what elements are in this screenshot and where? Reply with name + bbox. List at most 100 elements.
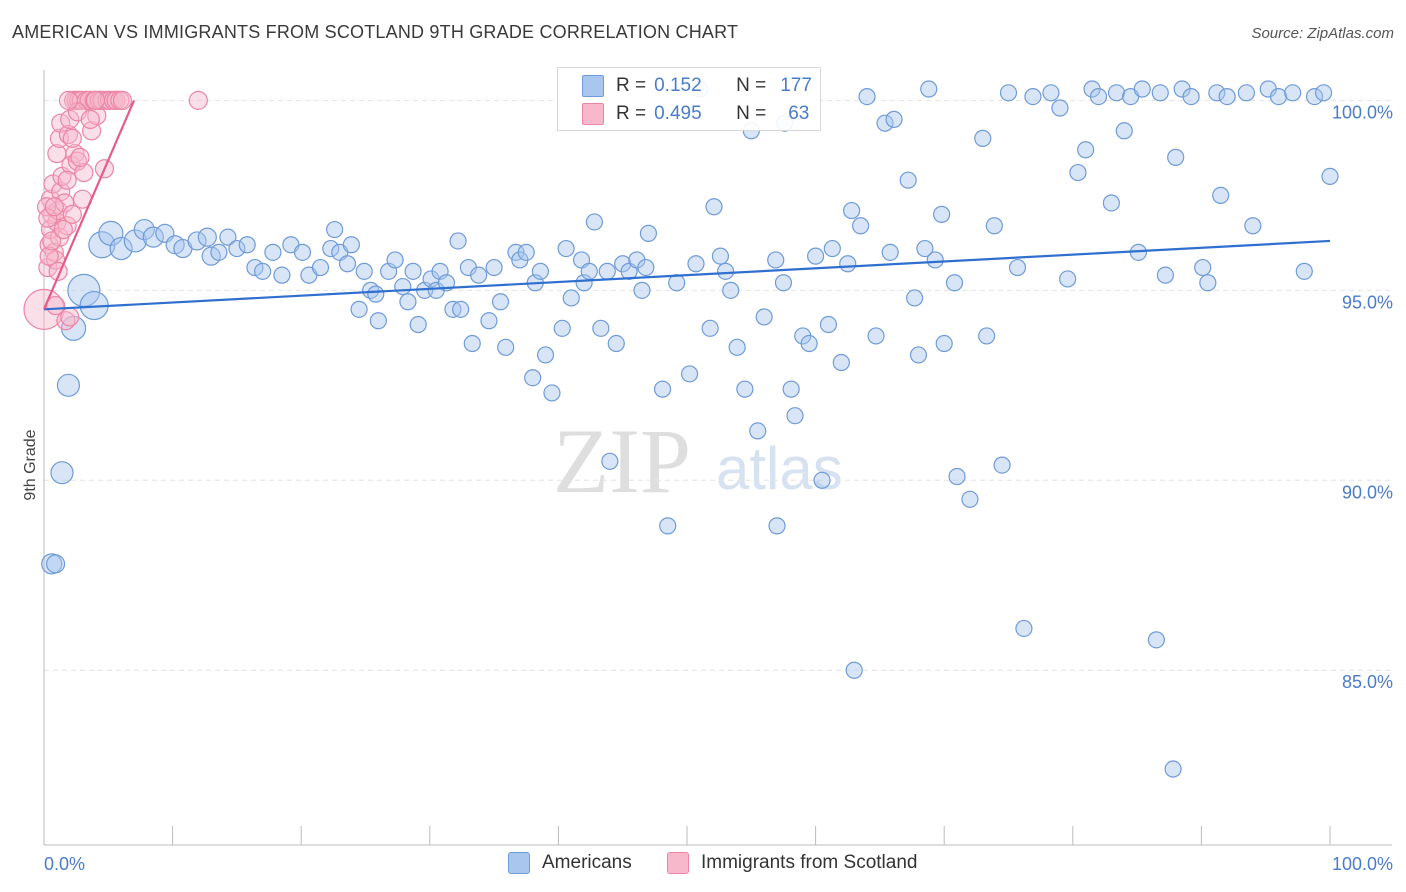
american-point: [1133, 80, 1151, 98]
american-point: [601, 452, 619, 470]
scotland-point: [70, 147, 90, 167]
x-tick-label: 100.0%: [1332, 854, 1393, 874]
american-point: [1015, 619, 1033, 638]
american-point: [722, 281, 740, 299]
american-point: [1051, 99, 1069, 117]
american-point: [1244, 217, 1262, 235]
american-point: [394, 277, 412, 296]
americans-r-label: R =: [616, 75, 647, 96]
scotland-point: [60, 109, 80, 129]
scotland-point: [57, 216, 77, 236]
american-point: [480, 312, 498, 330]
scotland-r-label: R =: [616, 103, 647, 124]
american-point: [867, 327, 885, 345]
scotland-r-value: 0.495: [654, 103, 702, 124]
american-point: [1295, 262, 1313, 280]
american-point: [45, 554, 66, 574]
americans-n-value: 177: [780, 75, 812, 96]
american-point: [705, 198, 723, 216]
american-point: [1102, 194, 1120, 212]
american-point: [1024, 87, 1042, 106]
american-point: [680, 365, 699, 383]
american-point: [767, 251, 785, 269]
american-point: [1115, 122, 1133, 140]
watermark-atlas: atlas: [716, 435, 843, 502]
american-point: [736, 380, 754, 398]
american-point: [1321, 167, 1339, 185]
american-point: [800, 334, 818, 353]
american-point: [109, 236, 133, 261]
legend-row-scotland: R = 0.495 N = 63: [582, 100, 809, 128]
american-point: [668, 274, 686, 292]
scotland-point: [58, 90, 79, 110]
american-point: [452, 300, 470, 318]
scotland-point: [54, 193, 75, 213]
american-point: [1164, 760, 1182, 778]
scotland-legend-swatch: [667, 852, 689, 874]
american-point: [580, 262, 598, 280]
american-point: [701, 319, 719, 337]
americans-trendline: [43, 239, 1331, 311]
american-point: [50, 461, 74, 485]
legend-item-americans[interactable]: Americans: [508, 852, 632, 874]
legend-row-americans: R = 0.152 N = 177: [582, 72, 812, 100]
american-point: [607, 334, 625, 353]
american-point: [687, 255, 705, 273]
american-point: [774, 274, 793, 292]
american-point: [716, 262, 735, 280]
american-point: [711, 247, 730, 265]
american-point: [293, 243, 312, 261]
american-point: [326, 220, 344, 239]
american-point: [1194, 258, 1212, 277]
american-point: [839, 255, 857, 273]
american-point: [1208, 84, 1226, 102]
y-tick-label: 100.0%: [1332, 102, 1393, 122]
american-point: [592, 319, 610, 337]
american-point: [133, 218, 155, 241]
american-point: [404, 262, 422, 280]
scotland-point: [62, 204, 82, 224]
american-point: [749, 422, 767, 440]
american-point: [906, 289, 924, 307]
american-point: [557, 239, 575, 258]
american-point: [553, 319, 571, 337]
y-tick-label: 85.0%: [1342, 672, 1393, 692]
scotland-point: [38, 208, 58, 228]
american-point: [449, 232, 467, 250]
scotland-point: [53, 219, 73, 240]
americans-swatch: [582, 75, 604, 97]
scotland-point: [62, 128, 82, 148]
scotland-point: [42, 231, 62, 251]
gridlines: [44, 99, 1392, 671]
american-point: [909, 346, 928, 364]
american-point: [123, 229, 147, 253]
american-point: [852, 217, 870, 235]
american-point: [881, 243, 899, 261]
americans-n-label: N =: [736, 75, 767, 96]
american-point: [1156, 266, 1174, 284]
american-point: [355, 262, 373, 280]
american-point: [1151, 84, 1169, 102]
american-point: [1305, 87, 1324, 106]
american-point: [41, 553, 63, 575]
american-point: [56, 373, 81, 397]
american-point: [782, 380, 800, 398]
american-point: [832, 353, 850, 372]
scotland-points: [23, 90, 208, 331]
y-tick-label: 95.0%: [1342, 292, 1393, 312]
series-legend: Americans Immigrants from Scotland: [0, 852, 1406, 878]
american-point: [978, 327, 996, 345]
american-point: [819, 315, 838, 334]
american-point: [823, 239, 841, 258]
american-point: [786, 407, 804, 425]
scotland-trendline: [42, 99, 136, 310]
american-point: [517, 243, 535, 261]
american-point: [1167, 148, 1185, 166]
legend-item-scotland[interactable]: Immigrants from Scotland: [667, 852, 917, 874]
american-point: [497, 338, 515, 356]
american-point: [219, 228, 237, 246]
american-point: [598, 262, 616, 280]
american-point: [350, 300, 368, 318]
trendlines: [42, 99, 1331, 311]
chart-title: AMERICAN VS IMMIGRANTS FROM SCOTLAND 9TH…: [12, 22, 739, 42]
